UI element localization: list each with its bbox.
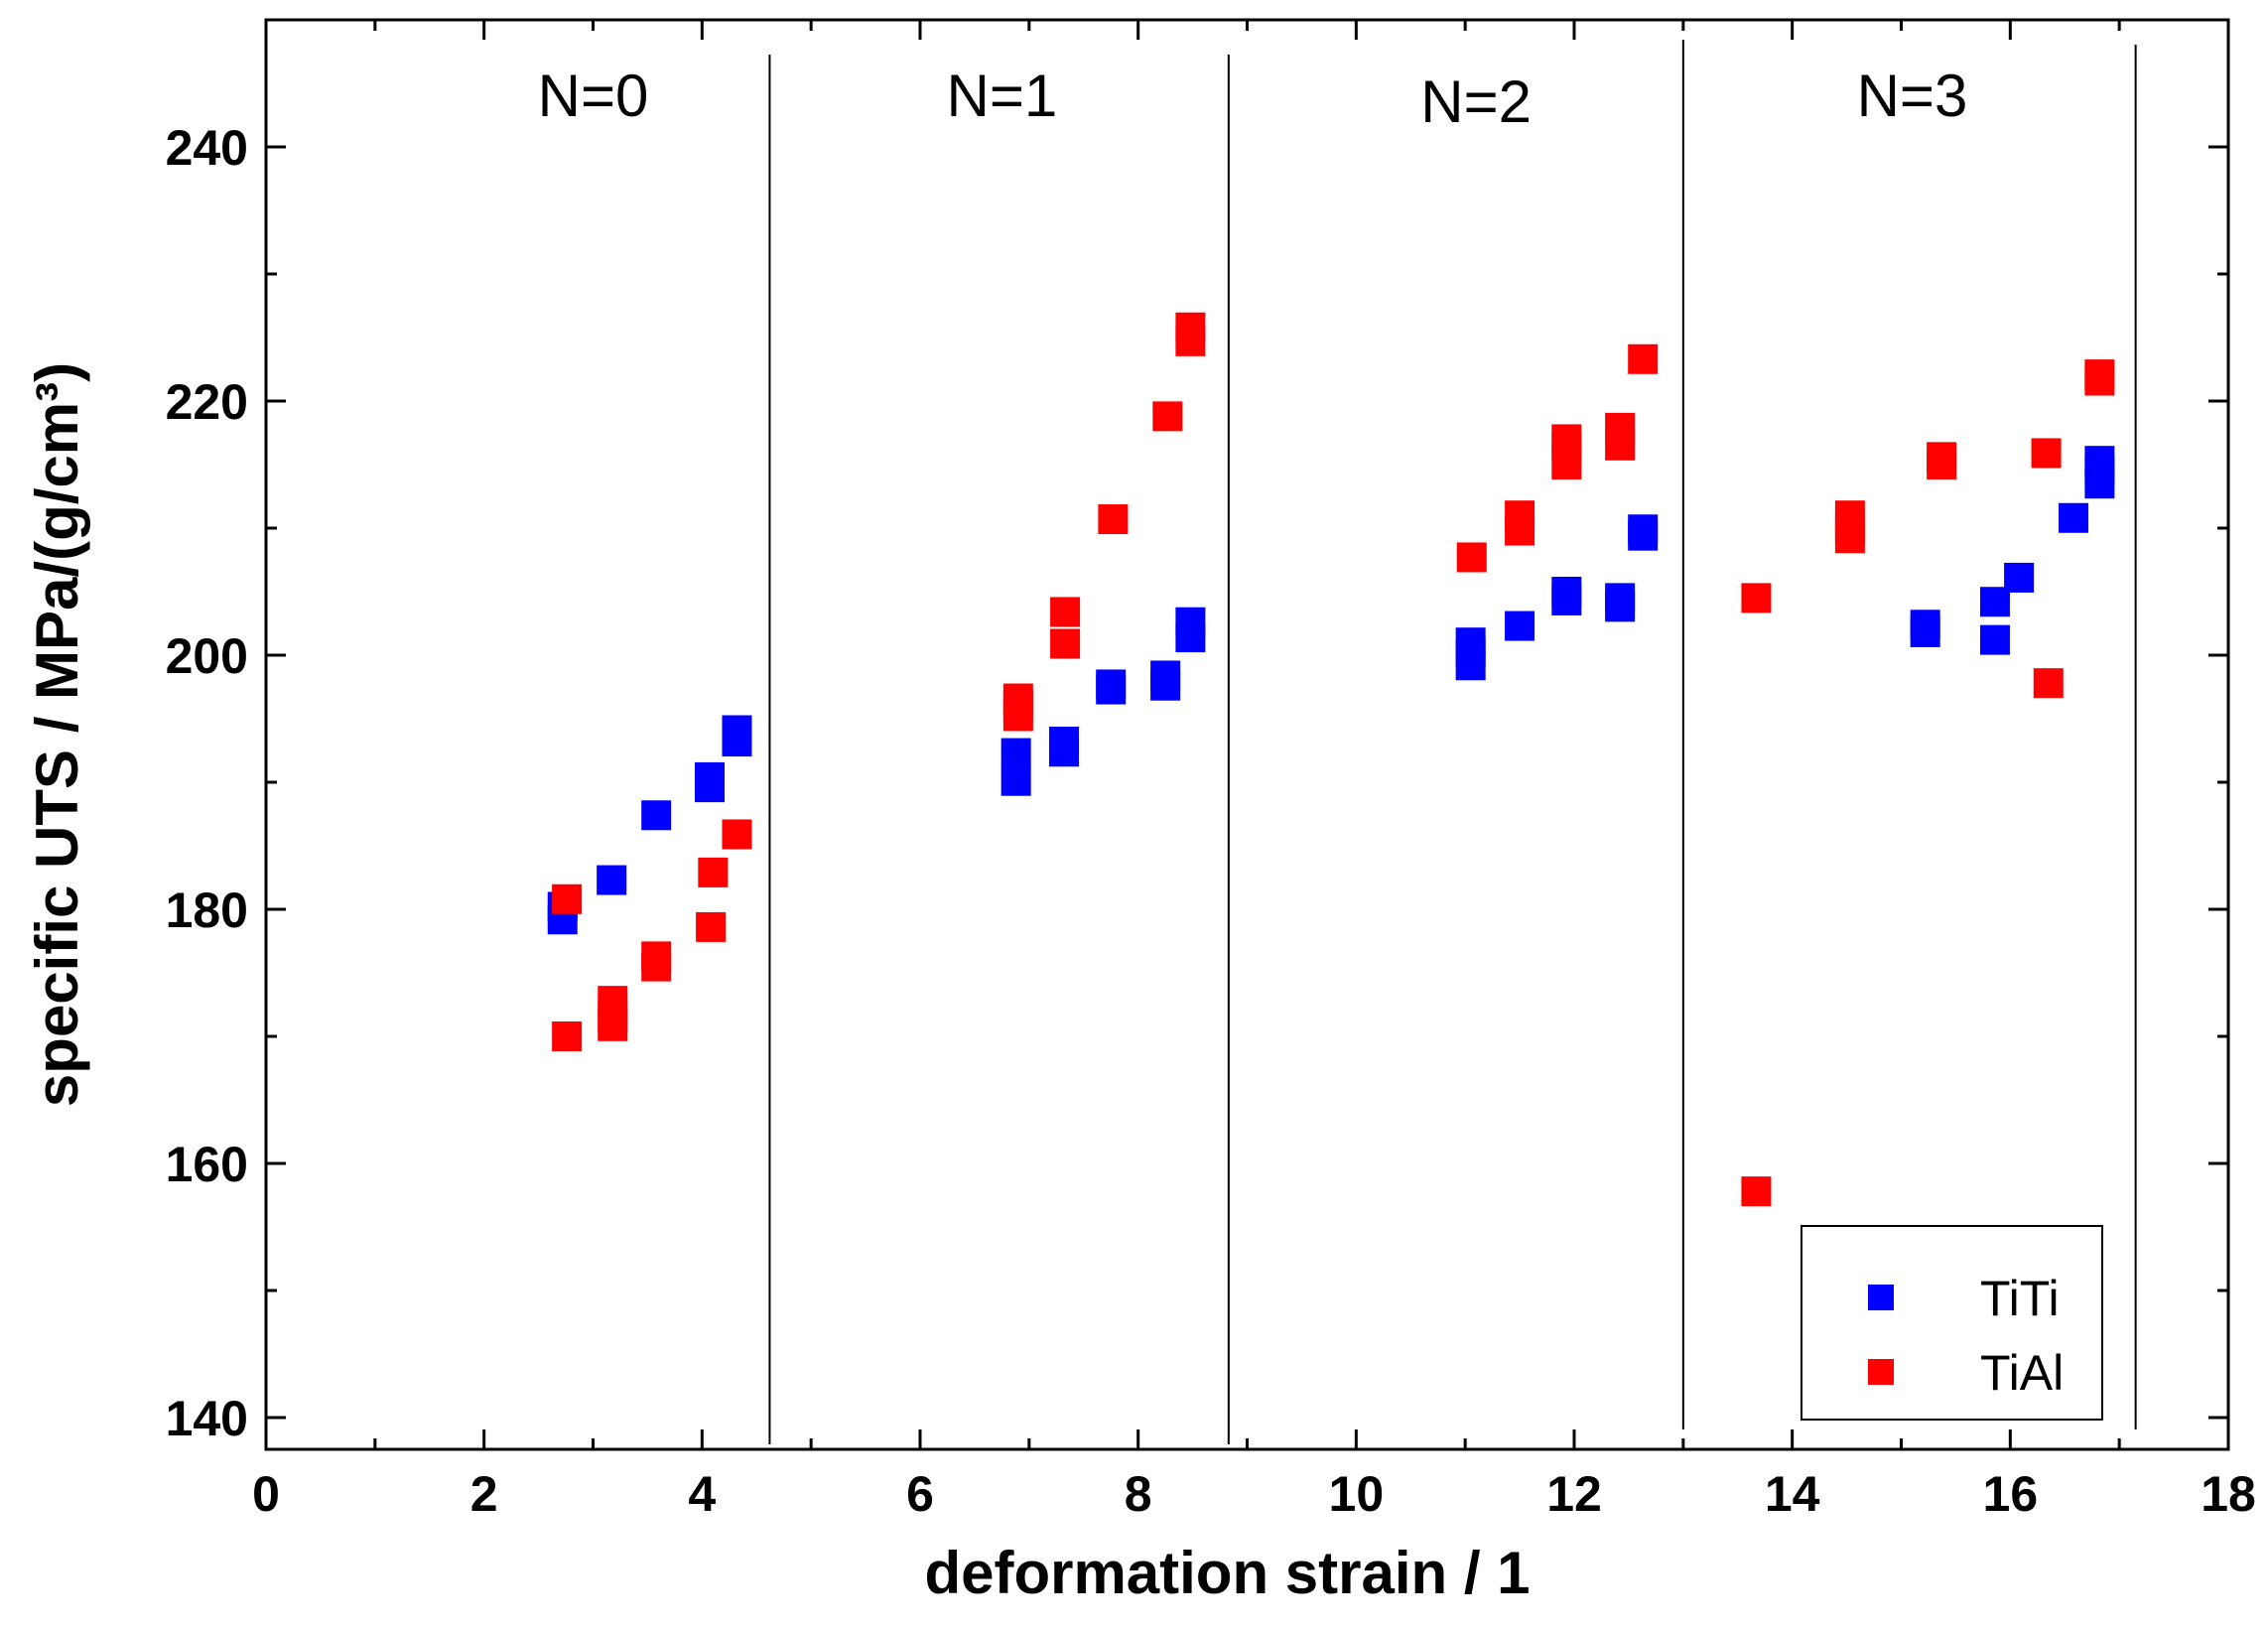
data-point-titi [1048,727,1079,757]
data-point-tial [1456,542,1487,573]
x-tick-label: 2 [470,1466,498,1522]
data-point-titi [1455,627,1486,658]
y-tick-label: 180 [166,883,248,938]
legend-marker-titi [1868,1285,1894,1310]
data-point-tial [1050,628,1081,659]
data-point-tial [1628,343,1659,374]
data-point-titi [2059,502,2089,533]
data-point-tial [552,1021,583,1051]
x-axis-title: deformation strain / 1 [924,1540,1530,1606]
x-tick-label: 6 [906,1466,934,1522]
data-point-titi [1150,660,1181,691]
data-point-tial [2033,668,2064,699]
data-point-tial [1927,442,1957,473]
data-point-tial [722,819,752,850]
data-point-titi [1175,607,1206,637]
region-label: N=1 [947,63,1058,129]
data-point-tial [1741,583,1772,613]
y-tick-label: 240 [166,120,248,176]
y-tick-label: 200 [166,628,248,684]
data-point-titi [597,865,627,895]
x-tick-label: 10 [1329,1466,1385,1522]
data-point-tial [641,941,672,972]
y-tick-label: 220 [166,374,248,430]
region-label: N=3 [1857,63,1968,129]
data-point-tial [1551,424,1582,455]
data-point-tial [1605,412,1636,443]
data-point-titi [1910,610,1940,640]
data-point-titi [1551,577,1582,607]
data-point-tial [1175,312,1206,342]
data-point-titi [1001,738,1031,768]
data-point-tial [2031,438,2062,469]
legend-marker-tial [1868,1359,1894,1385]
data-point-tial [1505,500,1535,531]
data-point-tial [1050,597,1081,627]
region-label: N=2 [1420,68,1532,135]
data-point-titi [1605,583,1636,613]
data-point-tial [1098,504,1129,535]
data-point-titi [1096,669,1127,700]
y-tick-label: 140 [166,1391,248,1446]
data-point-tial [1741,1176,1772,1207]
region-label: N=0 [538,63,649,129]
data-point-titi [641,800,672,831]
x-tick-label: 16 [1983,1466,2039,1522]
x-tick-label: 8 [1125,1466,1152,1522]
data-point-titi [1628,514,1659,545]
data-point-tial [696,911,727,942]
data-point-titi [2084,446,2115,476]
data-point-tial [552,883,583,914]
data-point-titi [695,761,726,792]
x-tick-label: 14 [1765,1466,1820,1522]
data-point-tial [2084,359,2115,390]
data-point-tial [1002,683,1033,714]
x-tick-label: 4 [688,1466,716,1522]
data-point-titi [1505,611,1535,641]
legend-label-tial: TiAl [1980,1345,2064,1401]
data-point-tial [1834,500,1865,531]
data-point-titi [722,715,752,746]
y-axis-title: specific UTS / MPa/(g/cm³) [24,362,90,1107]
y-tick-label: 160 [166,1137,248,1192]
data-point-titi [2004,562,2035,593]
data-point-tial [1152,401,1183,432]
x-tick-label: 0 [252,1466,280,1522]
data-point-titi [1979,624,2010,655]
x-tick-label: 12 [1546,1466,1602,1522]
plot-frame [264,18,2230,1451]
data-point-tial [598,986,628,1017]
legend-box [1801,1225,2103,1421]
x-tick-label: 18 [2201,1466,2256,1522]
legend-label-titi: TiTi [1980,1271,2060,1326]
data-point-tial [698,857,729,887]
data-point-titi [1001,765,1031,796]
